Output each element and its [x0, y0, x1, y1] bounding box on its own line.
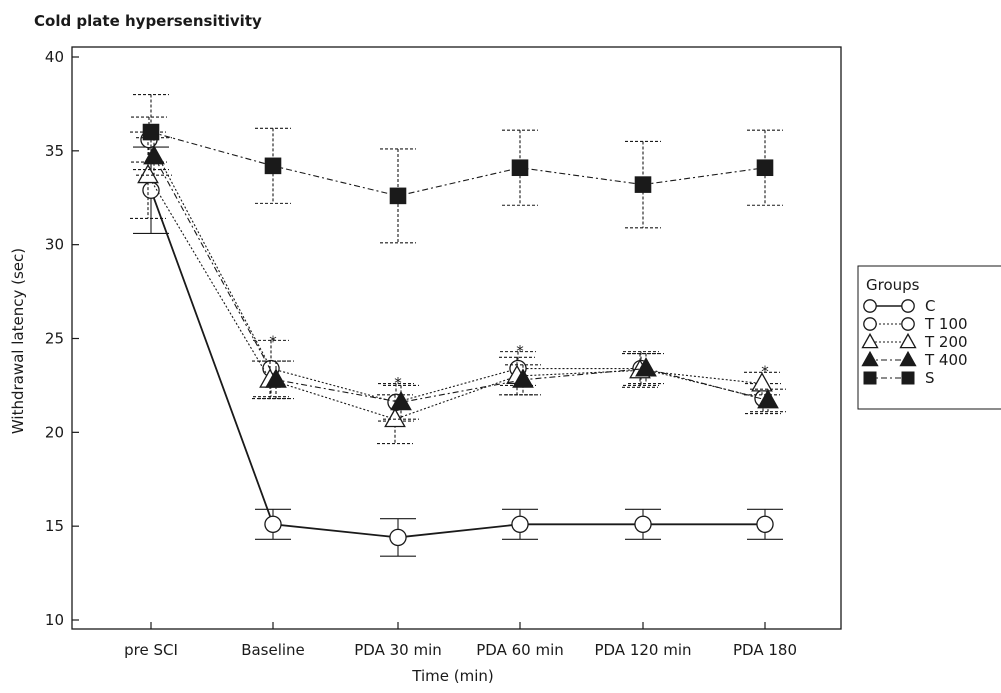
significance-marker: * — [394, 374, 402, 392]
series-t-200 — [130, 131, 780, 445]
plot-area: * * * * — [130, 93, 786, 557]
legend-label: C — [925, 297, 935, 315]
data-point — [389, 528, 407, 547]
data-point — [861, 332, 879, 349]
data-point — [264, 515, 282, 533]
plot-frame — [71, 46, 842, 630]
data-point — [634, 176, 652, 193]
legend-label: S — [925, 369, 935, 387]
data-point — [137, 163, 159, 184]
data-point — [384, 407, 406, 428]
y-tick-label: 25 — [45, 330, 64, 348]
series-line — [150, 189, 765, 539]
legend-label: T 400 — [924, 351, 968, 369]
legend-label: T 100 — [924, 315, 968, 333]
x-tick-label: Baseline — [241, 641, 305, 659]
series-t-400 — [136, 137, 786, 420]
data-point — [863, 371, 877, 385]
y-tick-label: 30 — [45, 236, 64, 254]
legend-label: T 200 — [924, 333, 968, 351]
legend-item: S — [863, 369, 935, 387]
series-line — [147, 174, 763, 420]
legend-item: C — [863, 297, 935, 315]
series-line — [153, 156, 769, 403]
legend-item: T 400 — [861, 350, 968, 369]
data-point — [265, 368, 287, 388]
data-point — [757, 389, 779, 409]
data-point — [901, 299, 915, 313]
data-point — [511, 159, 529, 177]
legend-title: Groups — [866, 276, 920, 294]
y-tick-label: 35 — [45, 142, 64, 160]
data-point — [756, 159, 774, 177]
series-line — [148, 139, 764, 403]
y-axis: 10 15 20 25 30 35 40 — [45, 48, 79, 629]
x-axis-label: Time (min) — [411, 667, 493, 685]
x-axis: pre SCI Baseline PDA 30 min PDA 60 min PDA 1… — [124, 622, 797, 659]
data-point — [901, 317, 915, 331]
y-tick-label: 40 — [45, 48, 64, 66]
legend-box — [857, 265, 1001, 410]
x-tick-label: PDA 30 min — [354, 641, 442, 659]
series-s — [133, 93, 783, 244]
chart-title: Cold plate hypersensitivity — [34, 12, 262, 30]
data-point — [901, 371, 915, 385]
data-point — [863, 317, 877, 331]
y-tick-label: 10 — [45, 611, 64, 629]
data-point — [899, 332, 917, 349]
data-point — [634, 515, 652, 533]
series-c — [133, 146, 783, 557]
data-point — [635, 357, 657, 377]
data-point — [389, 187, 407, 205]
data-point — [264, 157, 282, 175]
legend-item: T 200 — [861, 332, 968, 351]
data-point — [751, 372, 773, 392]
data-point — [899, 350, 917, 367]
y-axis-label: Withdrawal latency (sec) — [9, 248, 27, 434]
data-point — [863, 299, 877, 313]
data-point — [756, 515, 774, 533]
data-point — [861, 350, 879, 367]
data-point — [511, 515, 529, 533]
data-point — [142, 123, 160, 141]
data-point — [143, 145, 165, 165]
data-point — [390, 390, 412, 411]
series-line — [150, 131, 766, 197]
significance-marker: * — [269, 333, 277, 351]
legend-item: T 100 — [863, 315, 968, 333]
y-tick-label: 15 — [45, 517, 64, 535]
data-point — [512, 368, 534, 388]
significance-marker: * — [761, 363, 769, 381]
x-tick-label: PDA 60 min — [476, 641, 564, 659]
significance-marker: * — [516, 342, 524, 360]
x-tick-label: PDA 120 min — [594, 641, 691, 659]
x-tick-label: PDA 180 — [733, 641, 797, 659]
y-tick-label: 20 — [45, 423, 64, 441]
x-tick-label: pre SCI — [124, 641, 178, 659]
